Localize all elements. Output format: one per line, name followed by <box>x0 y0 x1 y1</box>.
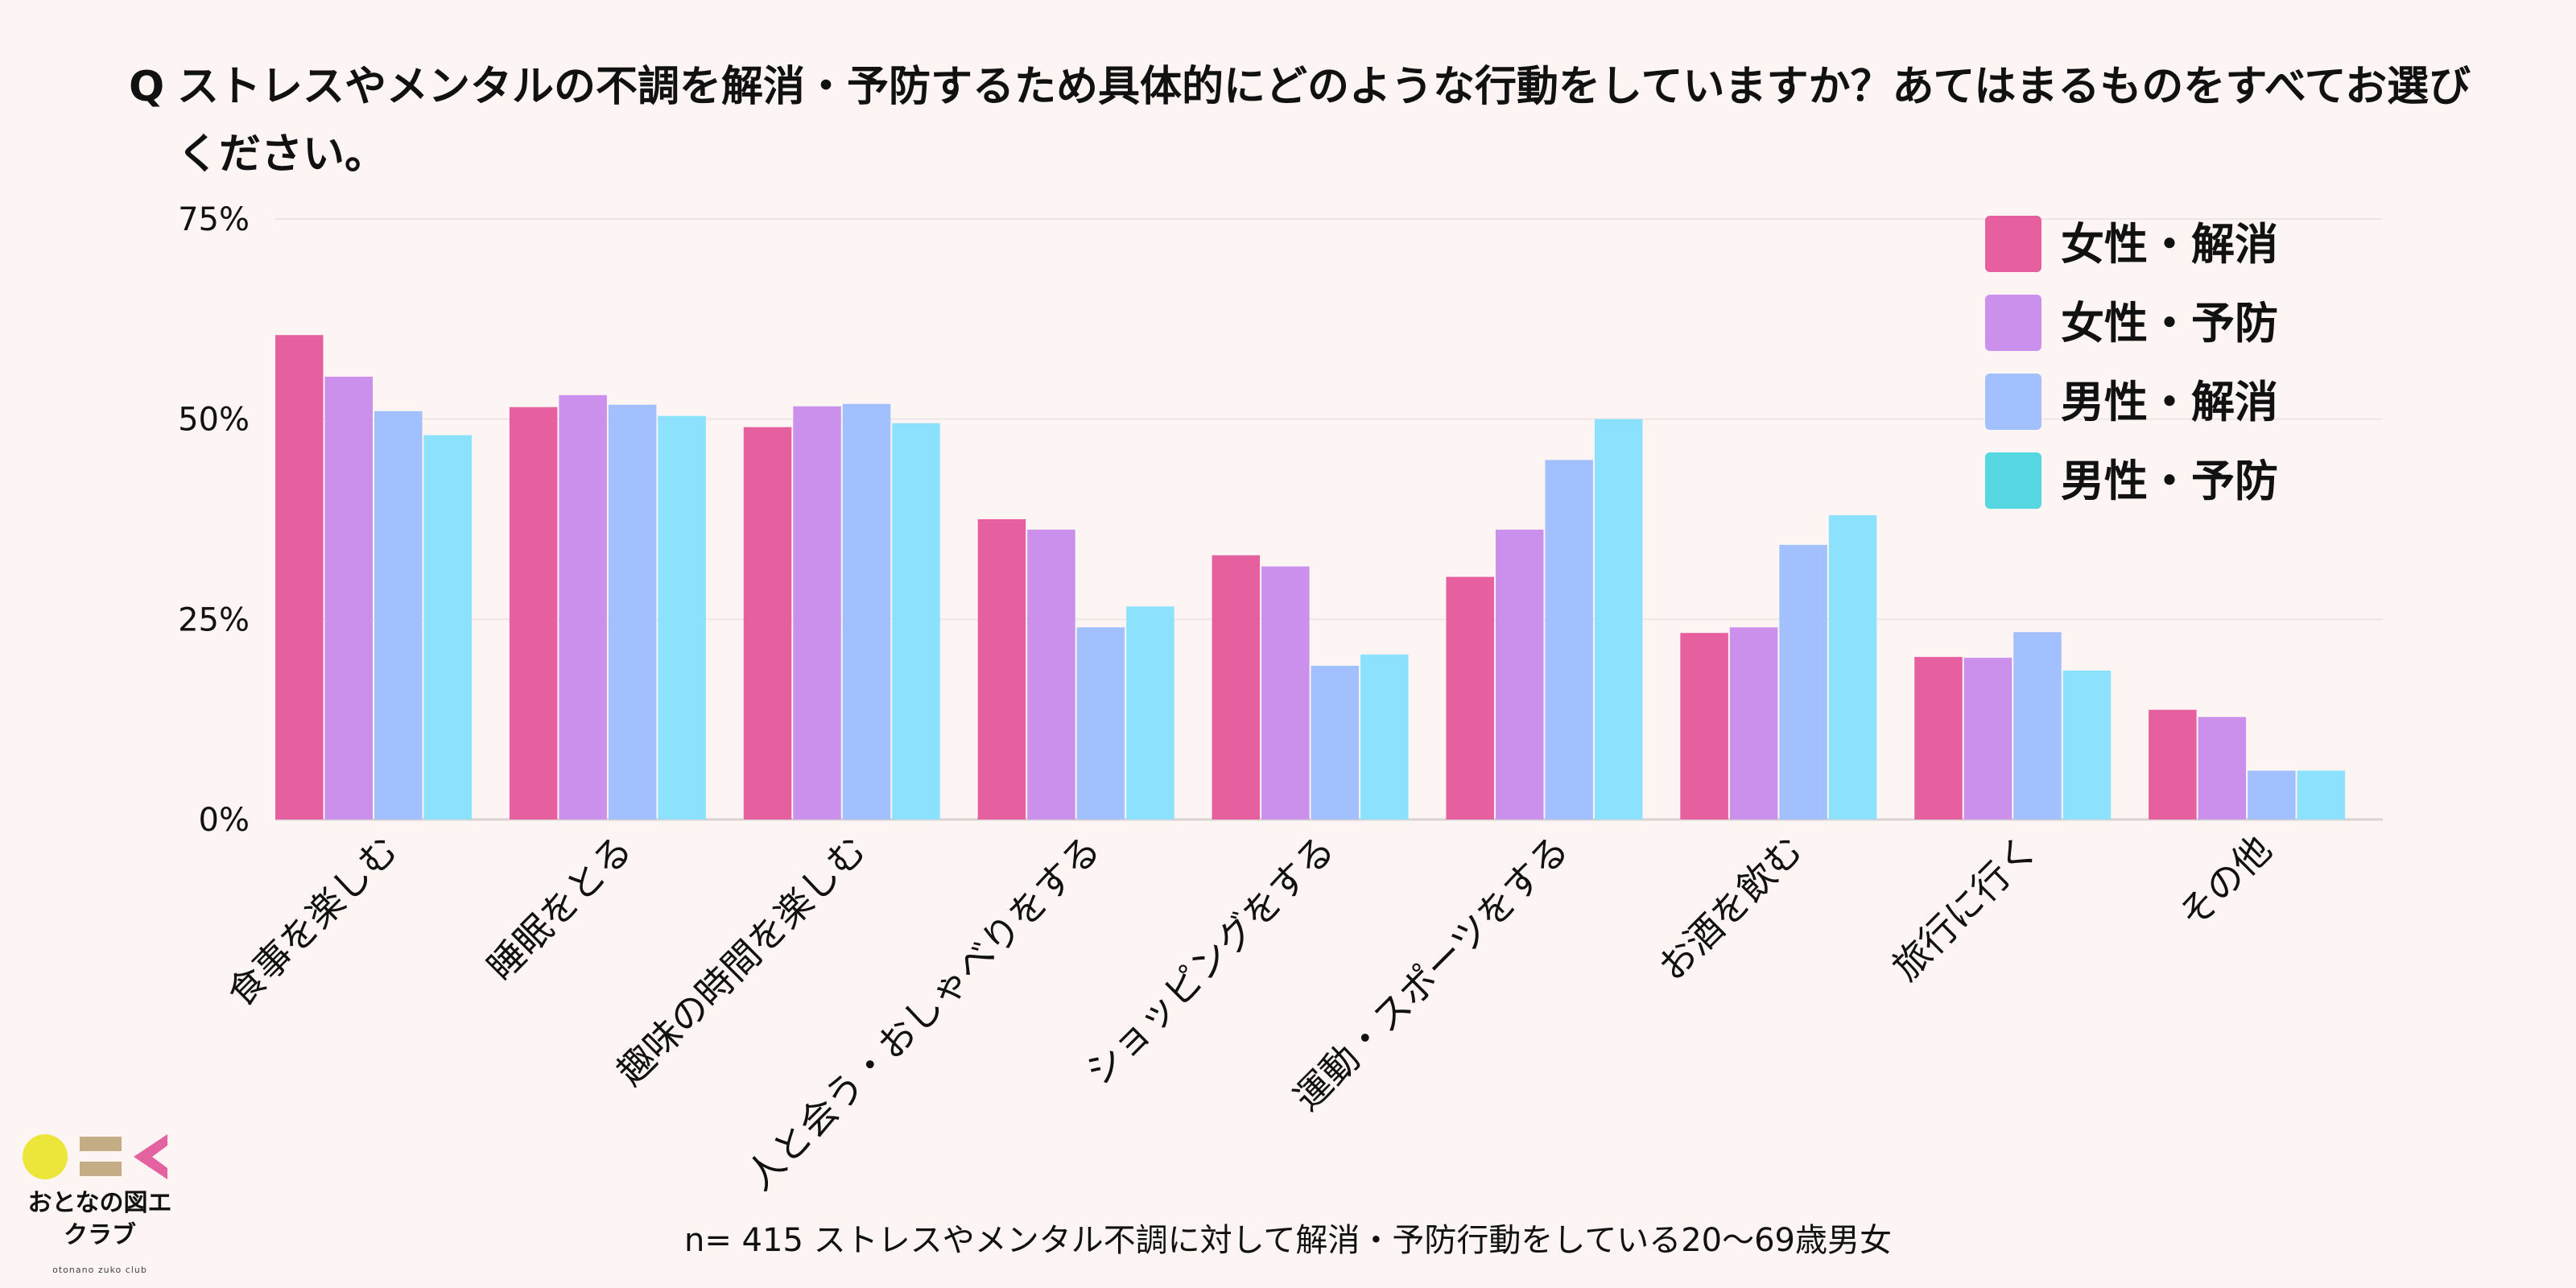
x-tick-label: 睡眠をとる <box>479 828 641 989</box>
bar-2 <box>559 394 607 819</box>
bar-3 <box>1076 627 1125 819</box>
bar-4 <box>2062 670 2112 819</box>
question-text: Q ストレスやメンタルの不調を解消・予防するため具体的にどのような行動をしていま… <box>129 53 2479 188</box>
bar-3 <box>1311 666 1360 819</box>
logo-wordmark: おとなの図エクラブ <box>27 1189 172 1249</box>
bar-1 <box>977 519 1026 819</box>
bar-4 <box>658 415 706 819</box>
bar-1 <box>1212 555 1261 819</box>
bar-3 <box>1779 544 1827 819</box>
bar-2 <box>324 376 373 819</box>
bar-4 <box>1126 606 1174 819</box>
bar-1 <box>2149 709 2197 819</box>
bar-1 <box>1914 657 1963 819</box>
club-logo: おとなの図エクラブ otonano zuko club <box>19 1123 180 1284</box>
legend-label: 女性・解消 <box>2061 219 2278 270</box>
bar-3 <box>842 403 891 819</box>
bar-4 <box>1828 515 1877 819</box>
logo-mark <box>23 1134 167 1179</box>
x-tick-label: その他 <box>2170 828 2280 937</box>
bar-2 <box>1729 627 1778 819</box>
y-tick-label: 50% <box>178 402 250 439</box>
bar-2 <box>1027 529 1075 819</box>
x-tick-label: お酒を飲む <box>1649 828 1811 989</box>
logo-circle-shape <box>23 1134 68 1179</box>
bar-1 <box>1680 633 1728 819</box>
bar-3 <box>1545 460 1593 819</box>
legend-label: 男性・解消 <box>2061 377 2278 427</box>
sample-footnote: n= 415 ストレスやメンタル不調に対して解消・予防行動をしている20〜69歳… <box>683 1222 1893 1259</box>
bar-1 <box>509 407 558 819</box>
logo-bar-shape-top <box>80 1137 122 1151</box>
legend-swatch <box>1985 374 2041 430</box>
y-tick-label: 75% <box>178 201 250 238</box>
bar-2 <box>1963 658 2013 819</box>
bar-2 <box>793 406 841 819</box>
question-body: ストレスやメンタルの不調を解消・予防するため具体的にどのような行動をしていますか… <box>177 63 2471 179</box>
logo-arrow-shape <box>134 1134 167 1179</box>
bar-3 <box>2013 632 2062 819</box>
legend-swatch <box>1985 452 2041 509</box>
bar-1 <box>1446 576 1494 819</box>
logo-bar-shape-bottom <box>80 1162 122 1176</box>
bar-1 <box>275 335 324 819</box>
bar-3 <box>374 411 423 819</box>
y-tick-label: 0% <box>199 802 250 839</box>
legend-swatch <box>1985 216 2041 272</box>
bar-4 <box>423 435 472 819</box>
logo-subtitle: otonano zuko club <box>52 1265 147 1275</box>
legend-label: 女性・予防 <box>2061 298 2278 349</box>
bar-4 <box>892 423 940 819</box>
x-tick-label: 趣味の時間を楽しむ <box>609 828 875 1094</box>
bar-1 <box>743 427 792 819</box>
legend-swatch <box>1985 295 2041 351</box>
bar-chart: 0%25%50%75%食事を楽しむ 睡眠をとる趣味の時間を楽しむ人と会う・おしゃべ… <box>178 201 2383 1199</box>
x-tick-label: ショッピングをする <box>1076 828 1343 1094</box>
y-tick-label: 25% <box>178 601 250 638</box>
bar-3 <box>608 404 657 819</box>
bar-4 <box>2297 770 2346 819</box>
bar-4 <box>1360 654 1409 819</box>
x-tick-label: 食事を楽しむ <box>218 828 406 1015</box>
x-tick-label: 旅行に行く <box>1884 828 2046 989</box>
bar-2 <box>2198 716 2247 819</box>
question-mark: Q <box>129 63 165 111</box>
bar-2 <box>1495 529 1544 819</box>
bar-3 <box>2248 770 2296 819</box>
bar-2 <box>1261 566 1310 819</box>
bar-4 <box>1594 419 1643 819</box>
legend-label: 男性・予防 <box>2061 456 2278 506</box>
